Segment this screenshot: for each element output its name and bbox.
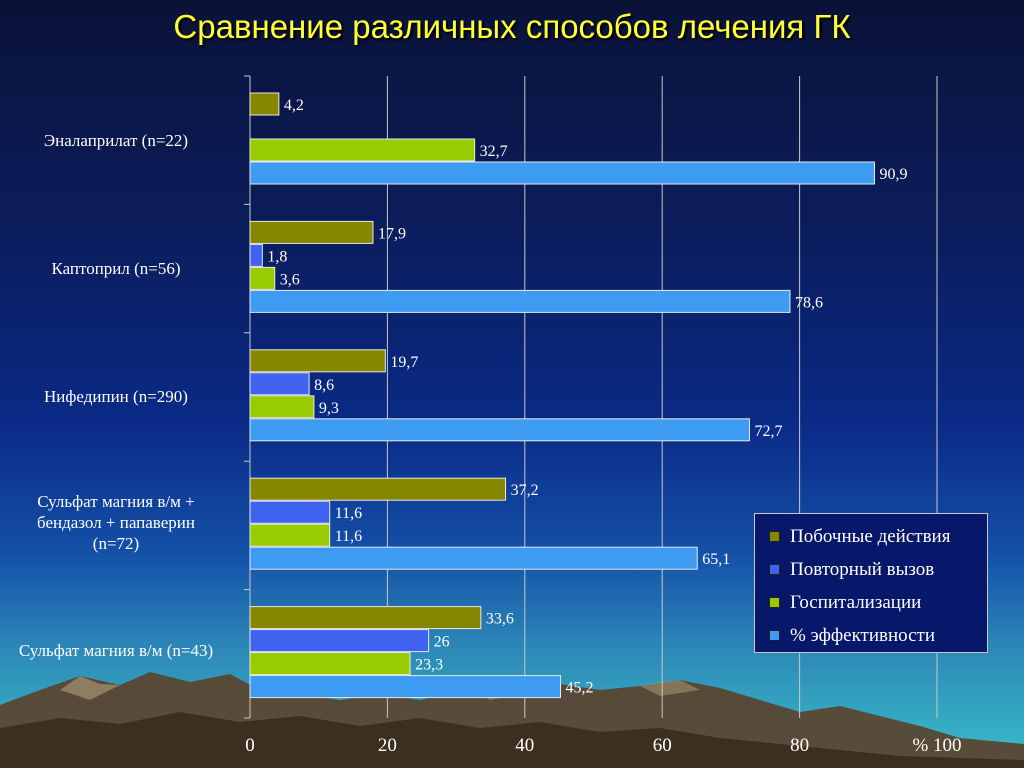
data-label: 33,6 bbox=[486, 611, 514, 628]
x-tick-label: 40 bbox=[515, 735, 534, 756]
bar bbox=[249, 675, 562, 699]
bar bbox=[249, 500, 331, 524]
data-label: 90,9 bbox=[879, 166, 907, 183]
legend-swatch bbox=[769, 597, 780, 608]
category-label: Эналаприлат (n=22) bbox=[0, 130, 236, 151]
bar bbox=[249, 546, 698, 570]
data-label: 19,7 bbox=[390, 354, 418, 371]
legend-swatch bbox=[769, 564, 780, 575]
category-label-line: Каптоприл (n=56) bbox=[51, 258, 181, 278]
category-label-line: Сульфат магния в/м + bbox=[37, 491, 195, 511]
category-label: Нифедипин (n=290) bbox=[0, 386, 236, 407]
legend-label: Побочные действия bbox=[790, 525, 951, 547]
bar bbox=[249, 92, 280, 116]
legend-item-hospitalization: Госпитализации bbox=[769, 586, 987, 619]
bar bbox=[249, 372, 310, 396]
legend-label: Повторный вызов bbox=[790, 558, 935, 580]
category-label-line: бендазол + папаверин bbox=[37, 512, 195, 532]
data-label: 72,7 bbox=[754, 423, 782, 440]
bar bbox=[249, 395, 315, 419]
legend-item-side-effects: Побочные действия bbox=[769, 520, 987, 553]
data-label: 9,3 bbox=[319, 400, 339, 417]
data-label: 8,6 bbox=[314, 377, 334, 394]
bar bbox=[249, 243, 263, 267]
category-label-line: (n=72) bbox=[92, 533, 140, 553]
x-tick-label: 20 bbox=[378, 735, 397, 756]
bar bbox=[249, 523, 331, 547]
data-label: 45,2 bbox=[566, 680, 594, 697]
data-label: 78,6 bbox=[795, 294, 823, 311]
data-label: 3,6 bbox=[280, 271, 300, 288]
data-label: 32,7 bbox=[480, 143, 508, 160]
category-label-line: Сульфат магния в/м (n=43) bbox=[18, 640, 214, 660]
bar bbox=[249, 220, 374, 244]
data-label: 26 bbox=[434, 634, 450, 651]
bar bbox=[249, 629, 430, 653]
slide-title: Сравнение различных способов лечения ГК bbox=[173, 8, 851, 45]
legend-swatch bbox=[769, 531, 780, 542]
data-label: 1,8 bbox=[267, 248, 287, 265]
category-label: Каптоприл (n=56) bbox=[0, 258, 236, 279]
bar bbox=[249, 418, 750, 442]
data-label: 65,1 bbox=[702, 551, 730, 568]
data-label: 11,6 bbox=[335, 528, 362, 545]
legend-label: Госпитализации bbox=[790, 591, 922, 613]
legend-item-efficiency: % эффективности bbox=[769, 619, 987, 652]
legend-swatch bbox=[769, 630, 780, 641]
bar bbox=[249, 349, 386, 373]
bar bbox=[249, 606, 482, 630]
data-label: 11,6 bbox=[335, 505, 362, 522]
data-label: 23,3 bbox=[415, 657, 443, 674]
bar bbox=[249, 266, 276, 290]
data-label: 4,2 bbox=[284, 97, 304, 114]
x-tick-label: 0 bbox=[245, 735, 255, 756]
category-label-line: Эналаприлат (n=22) bbox=[43, 130, 189, 150]
bar bbox=[249, 477, 507, 501]
legend-label: % эффективности bbox=[790, 624, 936, 646]
category-label: Сульфат магния в/м (n=43) bbox=[0, 640, 236, 661]
legend-item-repeat-call: Повторный вызов bbox=[769, 553, 987, 586]
data-label: 17,9 bbox=[378, 225, 406, 242]
data-label: 37,2 bbox=[511, 482, 539, 499]
bar bbox=[249, 138, 476, 162]
category-label-line: Нифедипин (n=290) bbox=[44, 386, 188, 406]
chart-legend: Побочные действия Повторный вызов Госпит… bbox=[754, 513, 988, 653]
x-tick-label: 60 bbox=[653, 735, 672, 756]
category-label: Сульфат магния в/м + бендазол + папаверин… bbox=[0, 491, 236, 554]
bar bbox=[249, 652, 411, 676]
bar bbox=[249, 289, 791, 313]
bar bbox=[249, 161, 875, 185]
x-tick-label: % 100 bbox=[912, 735, 961, 756]
x-tick-label: 80 bbox=[790, 735, 809, 756]
